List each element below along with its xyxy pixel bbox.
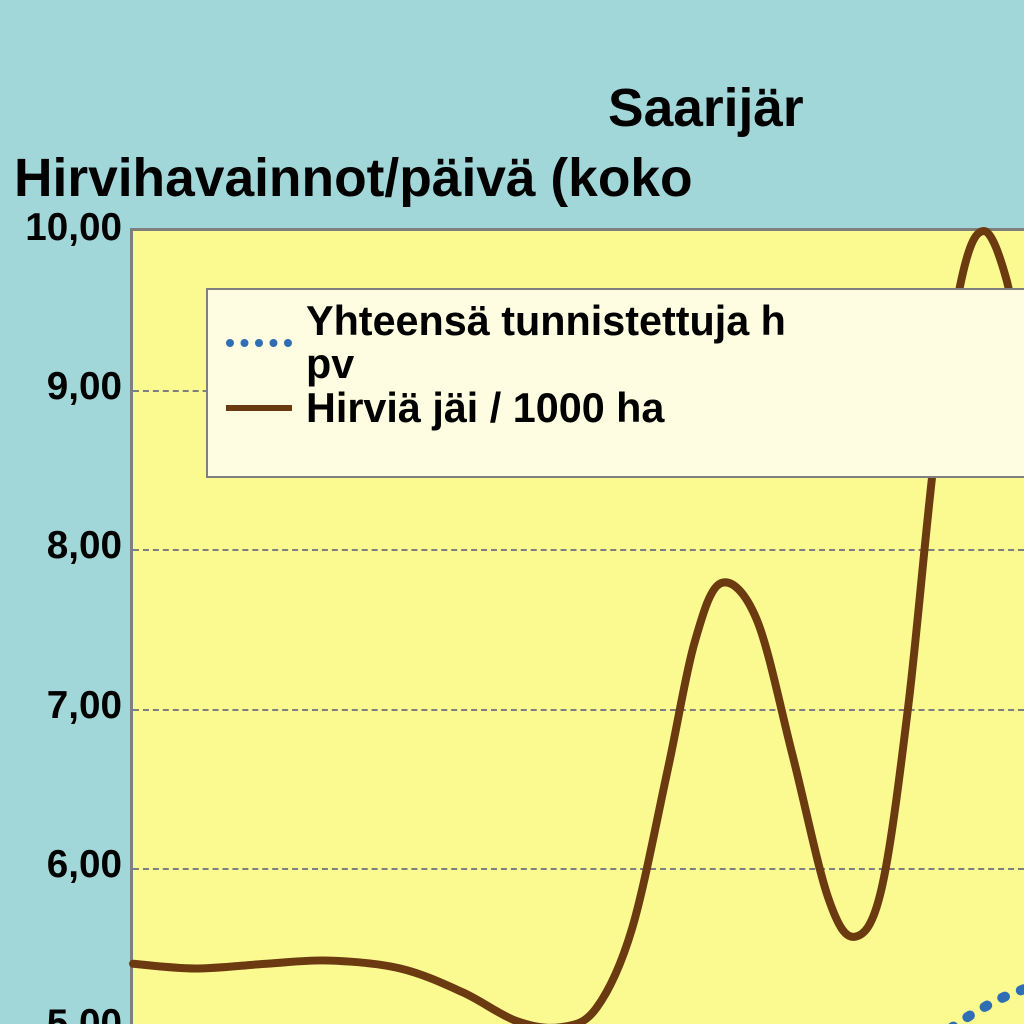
y-tick-label: 10,00 [25,206,122,250]
plot-area: Yhteensä tunnistettuja hpvHirviä jäi / 1… [130,228,1024,1024]
legend-item: Hirviä jäi / 1000 ha [226,387,1007,430]
y-tick-label: 7,00 [47,684,122,728]
y-tick-label: 5,00 [47,1002,122,1024]
y-tick-label: 9,00 [47,365,122,409]
legend-swatch [226,405,292,411]
legend-label: Hirviä jäi / 1000 ha [306,387,664,430]
legend-item: Yhteensä tunnistettuja hpv [226,300,1007,387]
y-tick-label: 6,00 [47,843,122,887]
series-line [605,989,1024,1024]
legend-swatch [226,339,292,347]
legend: Yhteensä tunnistettuja hpvHirviä jäi / 1… [206,288,1024,478]
chart-title-line2: Hirvihavainnot/päivä (koko [0,148,1024,209]
y-tick-label: 8,00 [47,524,122,568]
chart-title-line1: Saarijär [0,78,1024,139]
legend-label: Yhteensä tunnistettuja hpv [306,300,786,387]
chart-canvas: Saarijär Hirvihavainnot/päivä (koko 10,0… [0,0,1024,1024]
